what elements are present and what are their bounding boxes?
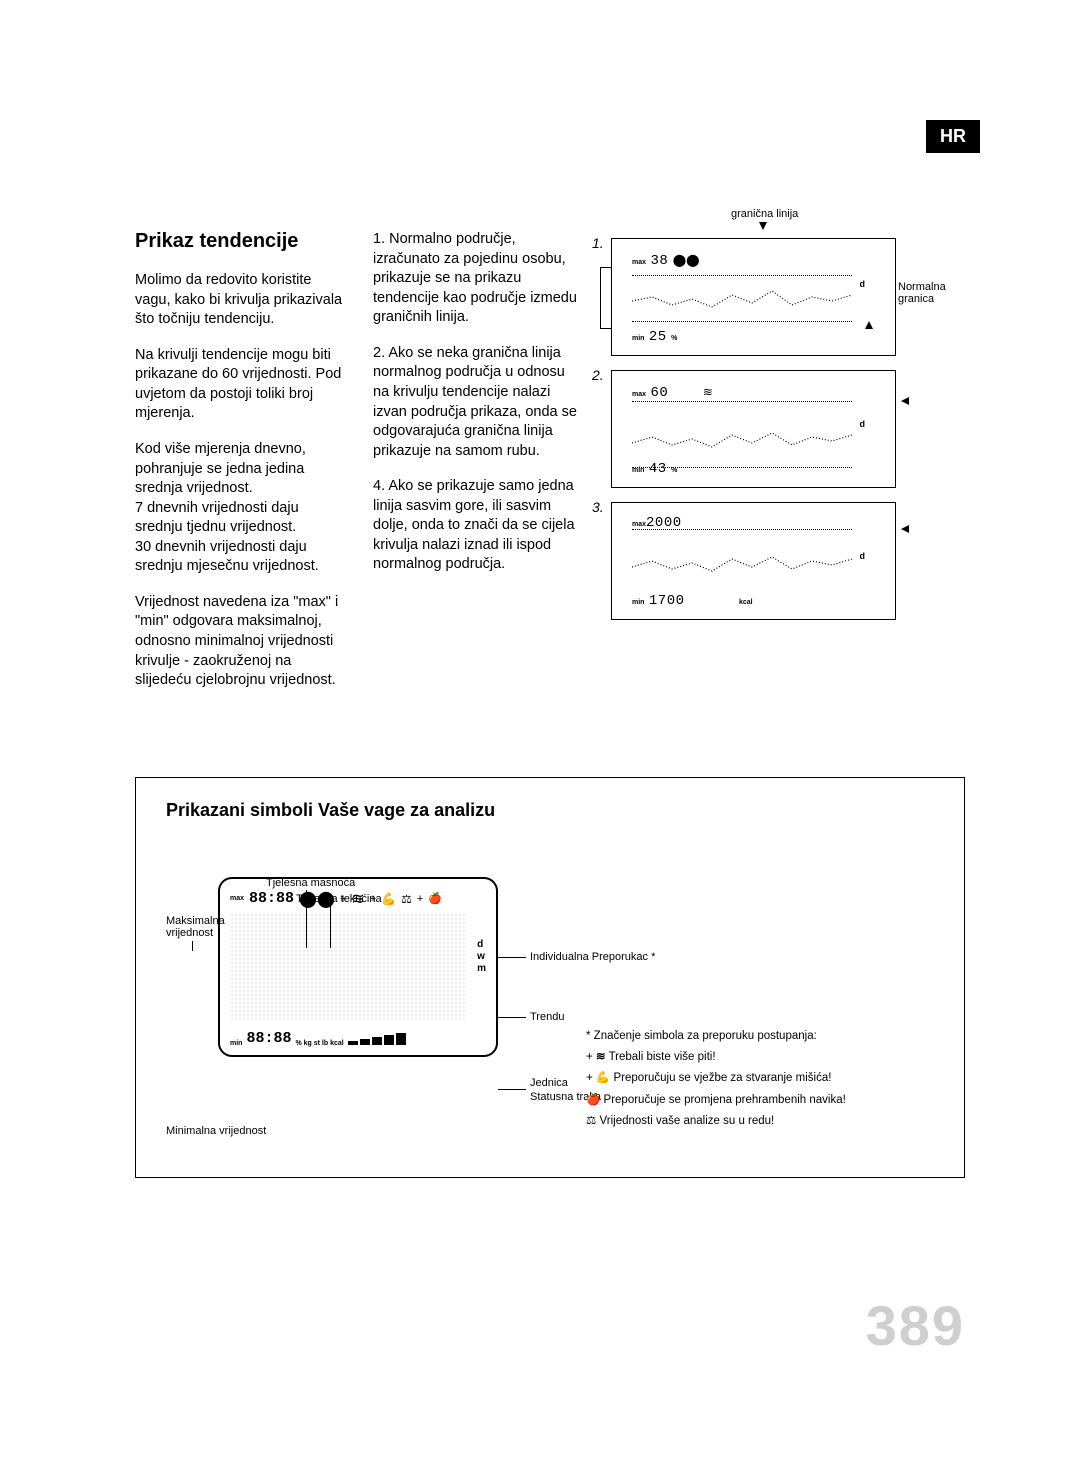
scale-icon: ⚖ xyxy=(401,892,412,906)
list-item: 4. Ako se prikazuje samo jedna linija sa… xyxy=(373,477,583,575)
paragraph: Molimo da redovito koristite vagu, kako … xyxy=(135,271,345,330)
d-label: d xyxy=(860,551,866,561)
label-max: Maksimalna vrijednost xyxy=(166,915,226,939)
item-text: Normalno područje, izračunato za pojedin… xyxy=(373,231,577,325)
column-2: 1. Normalno područje, izračunato za poje… xyxy=(373,230,583,707)
display-min: min xyxy=(230,1040,242,1047)
max-label: max xyxy=(632,521,646,528)
symbols-panel: Prikazani simboli Vaše vage za analizu M… xyxy=(135,777,965,1178)
fat-icon: ⬤⬤ xyxy=(299,889,335,909)
trend-w: w xyxy=(477,951,486,963)
label-trend: Trendu xyxy=(530,1011,564,1023)
annotation-top: granična linija xyxy=(731,208,798,220)
page-number: 389 xyxy=(866,1293,965,1358)
d-label: d xyxy=(860,279,866,289)
muscle-icon: 💪 xyxy=(381,892,396,906)
item-text: Ako se prikazuje samo jedna linija sasvi… xyxy=(373,478,575,572)
annotation-right: Normalna granica xyxy=(898,281,970,305)
min-label: min xyxy=(632,599,644,606)
display-digits-min: 88:88 xyxy=(246,1030,291,1047)
column-3: granična linija 1. max 38 ⬤⬤ d min xyxy=(611,230,965,707)
label-recommend: Individualna Preporukac * xyxy=(530,951,655,963)
display-digits: 88:88 xyxy=(249,890,294,907)
water-icon: ≋ xyxy=(703,385,713,399)
min-label: min xyxy=(632,335,644,342)
symbols-title: Prikazani simboli Vaše vage za analizu xyxy=(166,800,934,821)
diagram-number: 2. xyxy=(592,367,604,383)
trend-d: d xyxy=(477,939,486,951)
max-label: max xyxy=(632,391,646,398)
min-value: 25 xyxy=(649,329,667,345)
lcd-diagram-1: 1. max 38 ⬤⬤ d min 25 % xyxy=(611,238,896,356)
numbered-list-2: 2. xyxy=(373,345,385,361)
label-min: Minimalna vrijednost xyxy=(166,1125,266,1137)
d-label: d xyxy=(860,419,866,429)
display-units: % kg st lb kcal xyxy=(295,1040,343,1047)
paragraph: Na krivulji tendencije mogu biti prikaza… xyxy=(135,346,345,424)
lcd-diagram-3: 3. max2000 d min 1700 kcal xyxy=(611,502,896,620)
unit-label: % xyxy=(671,335,677,342)
muscle-icon: 💪 xyxy=(596,1072,610,1084)
legend-item: ⚖ Vrijednosti vaše analize su u redu! xyxy=(586,1112,846,1130)
language-tab: HR xyxy=(926,120,980,153)
legend-title: * Značenje simbola za preporuku postupan… xyxy=(586,1027,846,1045)
lcd-display: max 88:88 ⬤⬤ +≋ +💪 ⚖ +🍎 d w m xyxy=(218,877,498,1057)
unit-label: kcal xyxy=(739,599,753,606)
column-1: Prikaz tendencije Molimo da redovito kor… xyxy=(135,230,345,707)
water-icon: ≋ xyxy=(351,889,364,909)
max-label: max xyxy=(632,259,646,266)
water-icon: ≋ xyxy=(596,1051,606,1063)
min-label: min xyxy=(632,467,644,474)
page-heading: Prikaz tendencije xyxy=(135,230,345,253)
legend-item: + ≋ Trebali biste više piti! xyxy=(586,1048,846,1066)
legend: * Značenje simbola za preporuku postupan… xyxy=(586,1027,846,1134)
unit-label: % xyxy=(671,467,677,474)
diagram-number: 3. xyxy=(592,499,604,515)
list-item: 2. Ako se neka granična linija normalnog… xyxy=(373,344,583,461)
max-value: 38 xyxy=(650,253,668,269)
label-unit: Jednica xyxy=(530,1077,568,1089)
numbered-list-4: 4. xyxy=(373,478,385,494)
diagram-number: 1. xyxy=(592,235,604,251)
min-value: 1700 xyxy=(649,593,685,609)
food-icon: 🍎 xyxy=(428,892,442,905)
display-max: max xyxy=(230,895,244,902)
food-icon: 🍎 xyxy=(586,1094,600,1106)
max-value: 60 xyxy=(650,385,668,401)
trend-m: m xyxy=(477,963,486,975)
lcd-diagram-2: 2. max 60 ≋ d min 43 % xyxy=(611,370,896,488)
numbered-list-1: 1. xyxy=(373,231,385,247)
scale-icon: ⚖ xyxy=(586,1115,596,1127)
paragraph: Vrijednost navedena iza "max" i "min" od… xyxy=(135,593,345,691)
item-text: Ako se neka granična linija normalnog po… xyxy=(373,345,577,459)
min-value: 43 xyxy=(649,461,667,477)
paragraph: Kod više mjerenja dnevno, pohranjuje se … xyxy=(135,440,345,577)
fat-icon: ⬤⬤ xyxy=(673,253,700,267)
legend-item: + 💪 Preporučuju se vježbe za stvaranje m… xyxy=(586,1069,846,1087)
legend-item: 🍎 Preporučuje se promjena prehrambenih n… xyxy=(586,1091,846,1109)
status-bar-icon xyxy=(348,1033,438,1047)
list-item: 1. Normalno područje, izračunato za poje… xyxy=(373,230,583,328)
